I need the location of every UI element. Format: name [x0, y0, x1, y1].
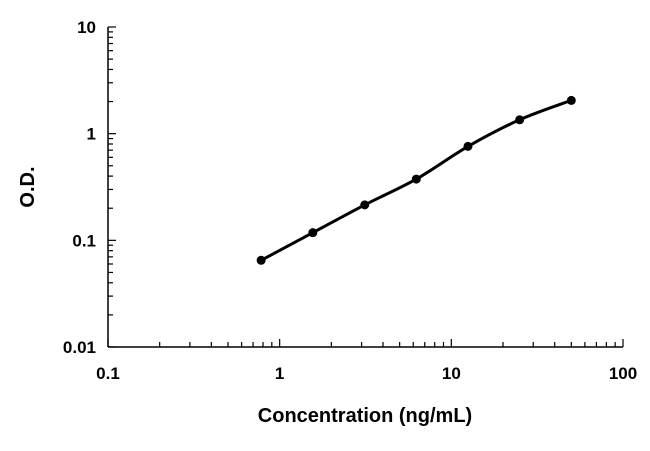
- x-tick-label: 10: [442, 364, 461, 383]
- x-tick-label: 1: [275, 364, 284, 383]
- data-point: [515, 115, 525, 125]
- x-tick-label: 100: [609, 364, 637, 383]
- y-axis-title: O.D.: [17, 166, 39, 207]
- data-points: [256, 95, 576, 265]
- y-tick-label: 0.1: [72, 231, 96, 250]
- y-tick-label: 1: [87, 125, 96, 144]
- axes: [107, 26, 624, 348]
- data-point: [411, 174, 421, 184]
- data-point: [256, 255, 266, 265]
- data-point: [566, 95, 576, 105]
- x-tick-label: 0.1: [96, 364, 120, 383]
- y-tick-label: 10: [77, 18, 96, 37]
- data-point: [360, 200, 370, 210]
- y-tick-label: 0.01: [63, 338, 96, 357]
- data-point: [463, 141, 473, 151]
- x-axis-title: Concentration (ng/mL): [258, 405, 472, 427]
- data-point: [308, 228, 318, 238]
